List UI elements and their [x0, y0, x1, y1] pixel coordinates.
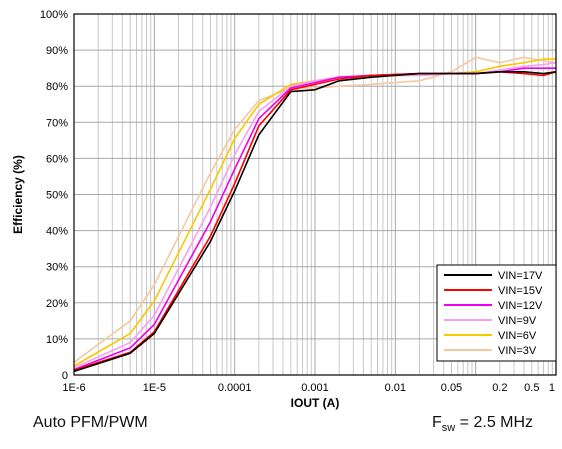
- series-line: [73, 56, 557, 364]
- y-tick-label: 50%: [46, 190, 68, 202]
- plot-frame: [73, 13, 557, 376]
- x-tick-labels: 1E-6 1E-5 0.0001 0.001 0.01 0.05 0.2 0.5 1: [62, 382, 555, 394]
- x-tick-label: 0.2: [492, 382, 507, 394]
- legend-box: [436, 264, 557, 362]
- legend-items: VIN=17V VIN=15V VIN=12V VIN=9V VIN=6V VIN=3V: [444, 270, 543, 357]
- y-tick-label: 70%: [46, 117, 68, 129]
- x-tick-label: 0.0001: [218, 382, 252, 394]
- legend-label: VIN=12V: [498, 300, 543, 312]
- freq-value: = 2.5 MHz: [455, 414, 534, 431]
- switching-frequency-caption: Fsw = 2.5 MHz: [432, 414, 533, 434]
- legend-label: VIN=6V: [498, 330, 537, 342]
- legend: VIN=17V VIN=15V VIN=12V VIN=9V VIN=6V VIN=3V: [436, 264, 557, 362]
- y-tick-label: 80%: [46, 81, 68, 93]
- efficiency-chart: 010%20%30%40%50%60%70%80%90%100% 1E-6 1E-…: [11, 9, 557, 410]
- series-line: [73, 67, 556, 371]
- y-tick-label: 30%: [46, 262, 68, 274]
- x-axis-title: IOUT (A): [291, 396, 340, 410]
- y-axis-title: Efficiency (%): [11, 155, 25, 234]
- y-tick-label: 40%: [46, 226, 68, 238]
- legend-label: VIN=15V: [498, 285, 543, 297]
- y-tick-label: 100%: [40, 9, 68, 21]
- legend-label: VIN=3V: [498, 345, 537, 357]
- x-tick-label: 1E-6: [62, 382, 85, 394]
- x-tick-label: 0.5: [524, 382, 539, 394]
- freq-symbol: F: [432, 414, 442, 431]
- y-tick-label: 10%: [46, 334, 68, 346]
- x-tick-label: 0.05: [441, 382, 462, 394]
- legend-label: VIN=9V: [498, 315, 537, 327]
- y-tick-label: 90%: [46, 45, 68, 57]
- series-lines: [73, 56, 557, 373]
- x-tick-label: 1E-5: [143, 382, 166, 394]
- x-tick-label: 1: [549, 382, 555, 394]
- series-line: [73, 71, 557, 373]
- mode-caption: Auto PFM/PWM: [33, 414, 148, 431]
- freq-subscript: sw: [441, 422, 456, 435]
- legend-label: VIN=17V: [498, 270, 543, 282]
- y-tick-label: 0: [62, 370, 68, 382]
- x-tick-label: 0.01: [385, 382, 406, 394]
- y-tick-labels: 0 10% 20% 30% 40% 50% 60% 70% 80% 90% 100%: [40, 9, 68, 382]
- y-tick-label: 60%: [46, 153, 68, 165]
- x-tick-label: 0.001: [301, 382, 329, 394]
- y-tick-label: 20%: [46, 298, 68, 310]
